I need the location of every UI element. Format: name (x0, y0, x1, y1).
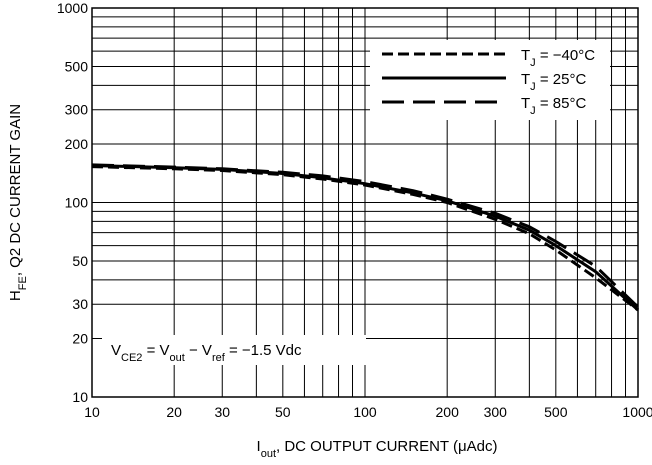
y-tick-label: 100 (65, 195, 89, 211)
x-tick-label: 10 (84, 404, 100, 420)
y-tick-label: 30 (72, 296, 88, 312)
x-tick-label: 50 (275, 404, 291, 420)
annotation-background (102, 335, 366, 365)
x-tick-label: 30 (214, 404, 230, 420)
x-tick-label: 20 (166, 404, 182, 420)
y-tick-label: 50 (72, 253, 88, 269)
annotation: VCE2 = Vout − Vref = −1.5 Vdc (102, 335, 366, 365)
series-line-3 (91, 163, 640, 309)
legend-label-2: TJ = 25°C (521, 71, 586, 93)
x-tick-label: 1000 (622, 404, 652, 420)
legend-label-3: TJ = 85°C (521, 95, 586, 117)
x-tick-label: 500 (544, 404, 568, 420)
legend-label-1: TJ = −40°C (521, 47, 595, 69)
x-tick-label: 300 (484, 404, 508, 420)
annotation-text: VCE2 = Vout − Vref = −1.5 Vdc (111, 342, 302, 364)
y-tick-label: 300 (65, 102, 89, 118)
x-axis-label: Iout, DC OUTPUT CURRENT (μAdc) (257, 438, 498, 460)
y-tick-label: 20 (72, 330, 88, 346)
series-lines (91, 163, 640, 312)
x-tick-label: 200 (436, 404, 460, 420)
plot-frame (91, 7, 639, 398)
y-tick-label: 10 (72, 389, 88, 405)
y-tick-label: 200 (65, 136, 89, 152)
legend-background (370, 40, 610, 120)
tick-labels: 10 20 30 50 100 200 300 500 1000 10 20 30 50 100 200 30… (57, 0, 652, 420)
x-tick-label: 100 (353, 404, 377, 420)
legend: TJ = −40°CTJ = 25°CTJ = 85°C (370, 40, 610, 120)
y-tick-label: 1000 (57, 0, 88, 16)
y-tick-label: 500 (65, 59, 89, 75)
y-axis-label: HFE, Q2 DC CURRENT GAIN (7, 104, 29, 301)
